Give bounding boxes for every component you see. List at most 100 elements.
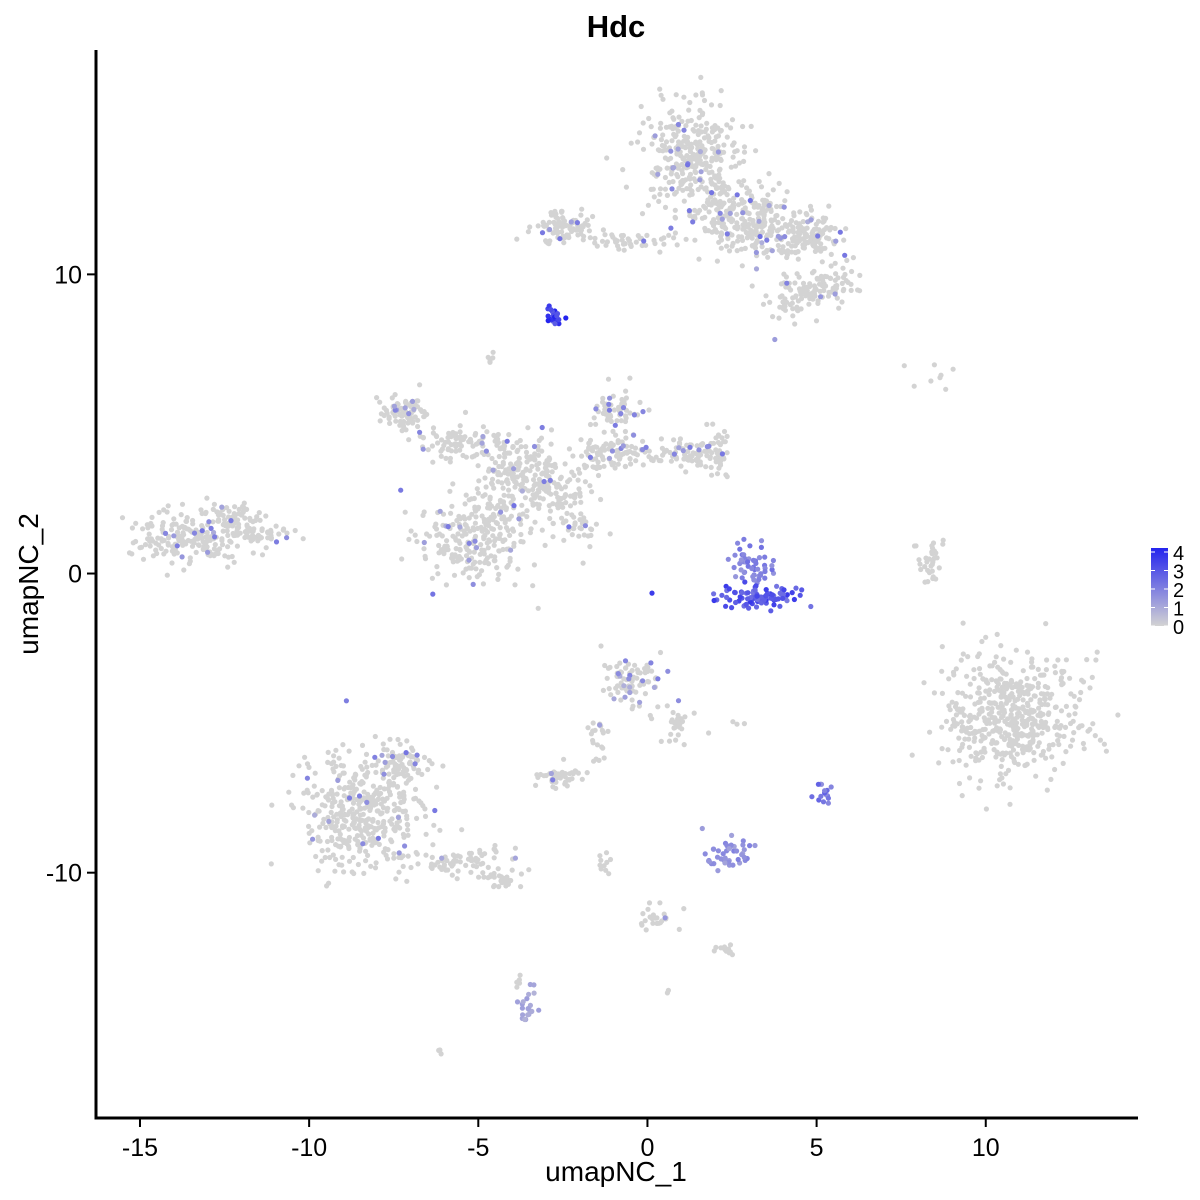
data-point — [794, 304, 800, 310]
data-point — [510, 466, 517, 472]
data-point — [764, 592, 770, 598]
data-point — [722, 183, 728, 189]
data-point — [541, 478, 547, 485]
data-point — [956, 780, 963, 787]
data-point — [735, 238, 741, 244]
data-point — [263, 545, 269, 551]
data-point — [406, 536, 412, 543]
data-point — [148, 520, 154, 527]
data-point — [800, 280, 807, 286]
data-point — [559, 209, 565, 215]
data-point — [133, 520, 139, 526]
data-point — [973, 758, 979, 764]
data-point — [359, 766, 365, 772]
data-point — [1003, 671, 1009, 677]
data-point — [518, 884, 524, 890]
data-point — [835, 275, 841, 281]
data-point — [983, 688, 989, 694]
data-point — [163, 548, 169, 554]
data-point — [576, 533, 582, 539]
data-point — [414, 538, 420, 545]
data-point — [662, 186, 669, 192]
data-point — [748, 227, 754, 233]
data-point — [964, 673, 970, 679]
data-point — [993, 754, 999, 760]
data-point — [454, 876, 460, 882]
data-point — [963, 729, 970, 735]
data-point — [607, 856, 614, 863]
data-point — [609, 448, 616, 454]
data-point — [746, 188, 753, 194]
data-point — [606, 401, 612, 407]
data-point — [929, 561, 935, 568]
data-point — [397, 411, 403, 417]
data-point — [702, 205, 709, 211]
data-point — [548, 307, 554, 313]
data-point — [186, 561, 192, 567]
data-point — [205, 549, 211, 555]
data-point — [430, 459, 436, 465]
data-point — [771, 602, 777, 608]
data-point — [350, 812, 356, 818]
data-point — [599, 454, 606, 460]
data-point — [607, 531, 613, 537]
data-point — [439, 437, 445, 443]
data-point — [1039, 672, 1045, 678]
data-point — [1045, 726, 1051, 733]
data-point — [769, 563, 775, 569]
data-point — [985, 717, 992, 723]
data-point — [1029, 656, 1035, 662]
data-point — [568, 219, 574, 225]
data-point — [657, 86, 663, 92]
data-point — [796, 229, 802, 235]
data-point — [413, 849, 419, 856]
data-point — [379, 752, 385, 758]
data-point — [147, 543, 153, 549]
data-point — [820, 799, 827, 805]
data-point — [739, 575, 745, 581]
data-point — [521, 477, 527, 483]
data-point — [384, 747, 390, 753]
data-point — [405, 420, 411, 426]
data-point — [225, 564, 231, 570]
data-point — [649, 457, 655, 463]
data-point — [321, 816, 327, 822]
data-point — [993, 678, 999, 684]
data-point — [704, 444, 710, 450]
data-point — [682, 714, 688, 720]
data-point — [758, 538, 765, 544]
data-point — [1027, 742, 1033, 748]
data-point — [547, 226, 553, 233]
data-point — [508, 547, 514, 553]
data-point — [627, 689, 633, 696]
data-point — [341, 839, 347, 846]
data-point — [748, 123, 754, 129]
data-point — [216, 517, 222, 523]
data-point — [357, 818, 363, 824]
data-point — [429, 575, 435, 581]
data-point — [553, 490, 559, 496]
data-point — [716, 465, 722, 471]
data-point — [694, 157, 700, 163]
data-point — [411, 406, 417, 412]
data-point — [693, 92, 699, 98]
data-point — [625, 449, 631, 455]
data-point — [780, 595, 786, 602]
data-point — [438, 1051, 444, 1057]
data-point — [389, 816, 395, 822]
data-point — [501, 443, 507, 449]
data-point — [702, 225, 708, 231]
data-point — [1036, 740, 1042, 746]
data-point — [536, 460, 542, 466]
data-point — [648, 660, 654, 666]
data-point — [546, 241, 552, 247]
data-point — [657, 191, 663, 197]
data-point — [640, 146, 647, 152]
data-point — [645, 202, 652, 208]
data-point — [547, 508, 554, 514]
data-point — [1011, 758, 1017, 765]
data-point — [774, 583, 780, 589]
data-point — [1036, 705, 1042, 711]
data-point — [1043, 667, 1049, 673]
data-point — [659, 918, 665, 924]
